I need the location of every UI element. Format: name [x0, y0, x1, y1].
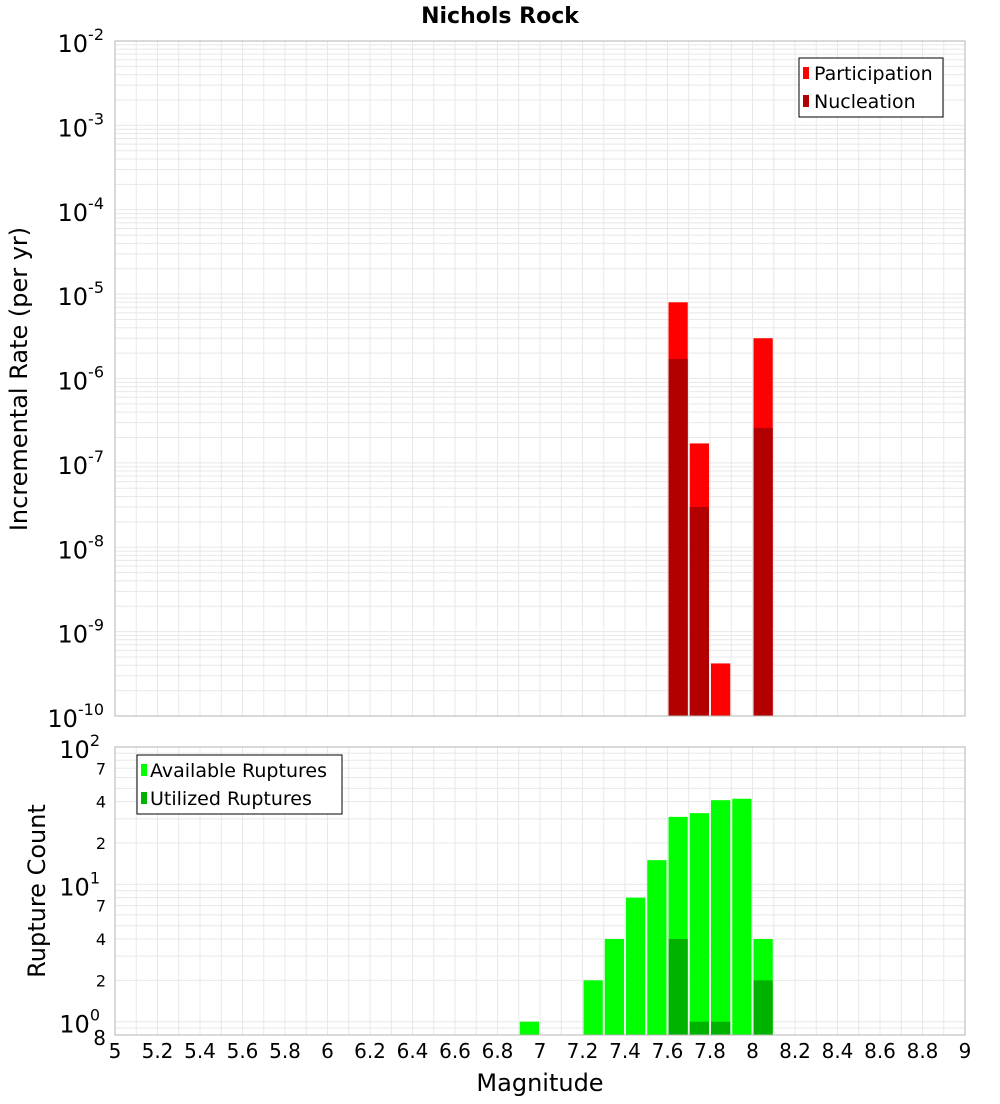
bottom-bar-a	[647, 860, 667, 1035]
legend-label-utilized: Utilized Ruptures	[150, 788, 312, 810]
top-y-tick-label: 10-9	[58, 616, 105, 649]
top-y-tick-label: 10-2	[58, 25, 105, 58]
x-tick-label: 5.2	[142, 1039, 174, 1063]
top-y-tick-label: 10-4	[58, 194, 105, 227]
x-tick-label: 7.6	[652, 1039, 684, 1063]
x-tick-label: 8.2	[779, 1039, 811, 1063]
x-tick-label: 5.4	[184, 1039, 216, 1063]
bottom-plot-bars	[519, 798, 773, 1035]
x-tick-label: 8.8	[907, 1039, 939, 1063]
bottom-bar-b	[689, 1021, 709, 1035]
x-tick-label: 5.6	[227, 1039, 259, 1063]
bottom-bar-a	[604, 939, 624, 1035]
x-tick-label: 5.8	[269, 1039, 301, 1063]
x-tick-label: 6.4	[397, 1039, 429, 1063]
top-bar-b	[668, 359, 688, 716]
top-y-tick-label: 10-7	[58, 447, 105, 480]
x-tick-label: 6.6	[439, 1039, 471, 1063]
x-tick-label: 6.8	[482, 1039, 514, 1063]
x-ticks: 5 5.2 5.4 5.6 5.8 6 6.2 6.4 6.6 6.8 7 7.2 7.4 7.6 7.8 8…	[109, 1039, 972, 1063]
bottom-y-minor-tick-label: 7	[96, 759, 106, 778]
bottom-y-minor-tick-label: 2	[96, 971, 106, 990]
bottom-legend-box	[136, 754, 343, 815]
legend-swatch-nucleation	[803, 95, 809, 107]
bottom-bar-a	[732, 798, 752, 1035]
top-y-tick-label: 10-5	[58, 278, 105, 311]
legend-label-participation: Participation	[814, 63, 933, 85]
top-bar-a	[711, 663, 731, 716]
top-bar-b	[753, 427, 773, 716]
bottom-y-axis-title: Rupture Count	[23, 804, 51, 978]
bottom-y-tick-label: 100	[59, 1006, 100, 1039]
legend-swatch-available	[141, 764, 147, 776]
bottom-y-tick-label: 102	[59, 731, 100, 764]
bottom-bar-a	[626, 897, 646, 1035]
x-tick-label: 6	[321, 1039, 334, 1063]
top-y-tick-label: 10-3	[58, 109, 105, 142]
bottom-y-ticks: 102 101 100 7 4 2 7 4 2 8	[59, 731, 106, 1050]
bottom-y-minor-tick-label: 2	[96, 834, 106, 853]
top-legend: Participation Nucleation	[798, 57, 944, 118]
top-y-tick-label: 10-6	[58, 363, 105, 396]
top-y-axis-title: Incremental Rate (per yr)	[5, 227, 33, 531]
x-tick-label: 7.8	[694, 1039, 726, 1063]
x-tick-label: 8	[746, 1039, 759, 1063]
bottom-bar-b	[711, 1021, 731, 1035]
x-tick-label: 7.2	[567, 1039, 599, 1063]
bottom-bar-a	[689, 813, 709, 1035]
top-plot-bars	[668, 302, 773, 716]
x-tick-label: 9	[959, 1039, 972, 1063]
legend-swatch-participation	[803, 67, 809, 79]
bottom-y-minor-tick-label: 4	[96, 793, 106, 812]
bottom-y-minor-tick-label: 7	[96, 897, 106, 916]
bottom-bar-a	[583, 980, 603, 1035]
top-plot-frame	[114, 40, 966, 717]
x-tick-label: 8.4	[822, 1039, 854, 1063]
bottom-bar-a	[519, 1021, 539, 1035]
legend-label-available: Available Ruptures	[150, 760, 327, 782]
top-y-ticks: 10-2 10-3 10-4 10-5 10-6 10-7 10-8 10-9 10-10	[47, 25, 104, 733]
top-y-tick-label: 10-8	[58, 531, 105, 564]
top-legend-box	[798, 57, 944, 118]
x-tick-label: 8.6	[864, 1039, 896, 1063]
x-axis-title: Magnitude	[476, 1069, 603, 1097]
bottom-legend: Available Ruptures Utilized Ruptures	[136, 754, 343, 815]
legend-swatch-utilized	[141, 792, 147, 804]
top-plot-grid	[114, 41, 966, 717]
bottom-y-tick-label: 101	[59, 868, 100, 901]
bottom-bar-a	[711, 800, 731, 1035]
top-y-tick-label: 10-10	[47, 700, 104, 733]
x-tick-label: 6.2	[354, 1039, 386, 1063]
bottom-y-min-tick-label: 8	[93, 1026, 106, 1050]
x-tick-label: 5	[109, 1039, 122, 1063]
bottom-plot-frame	[114, 746, 966, 1036]
bottom-bar-b	[668, 939, 688, 1035]
bottom-bar-b	[753, 980, 773, 1035]
legend-label-nucleation: Nucleation	[814, 91, 916, 113]
top-bar-b	[689, 506, 709, 716]
x-tick-label: 7.4	[609, 1039, 641, 1063]
chart-title: Nichols Rock	[421, 4, 580, 29]
bottom-y-minor-tick-label: 4	[96, 930, 106, 949]
x-tick-label: 7	[534, 1039, 547, 1063]
